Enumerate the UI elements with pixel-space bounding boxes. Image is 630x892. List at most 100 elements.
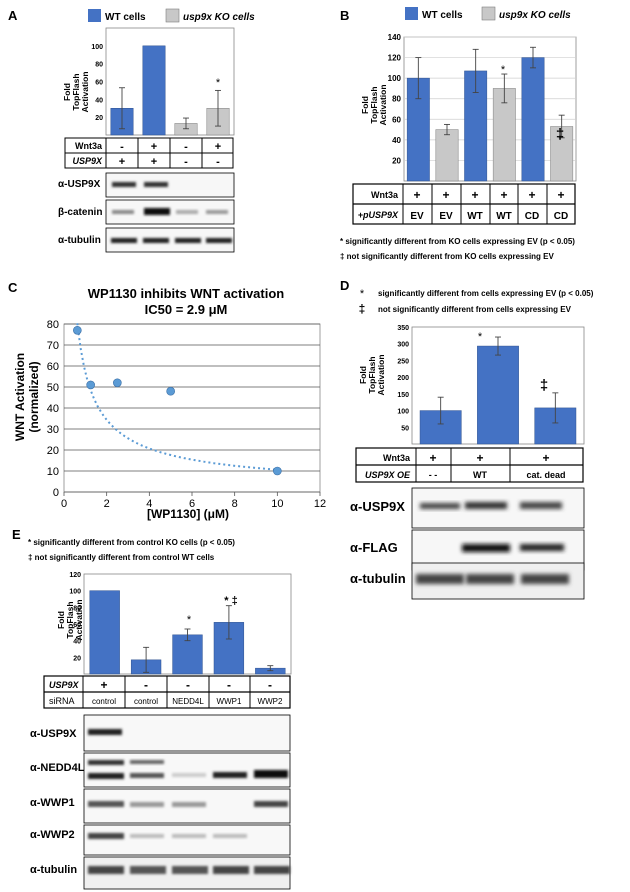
x-tick-label: 2 <box>104 498 110 510</box>
y-tick-label: 150 <box>397 392 409 399</box>
y-tick-label: 40 <box>95 97 103 104</box>
legend-wt-label: WT cells <box>105 12 146 23</box>
chart-d: 50 100 150 200 250 300 350 <box>397 325 585 445</box>
bar <box>172 634 203 675</box>
blot-band <box>130 834 164 838</box>
panel-b: B WT cells usp9x KO cells Fold TopFlash … <box>340 6 577 261</box>
blot-band <box>88 833 124 839</box>
table-row-label-wnt3a: Wnt3a <box>383 453 411 463</box>
significance-dagger: ‡ <box>556 126 564 143</box>
table-cell: + <box>413 188 420 202</box>
legend-ko-swatch <box>481 6 496 21</box>
table-cell: + <box>500 188 507 202</box>
y-tick-label: 80 <box>95 62 103 69</box>
y-tick-label: 350 <box>397 325 409 332</box>
table-row-label-wnt3a: Wnt3a <box>75 141 103 151</box>
bar <box>521 57 545 182</box>
table-row-label-sirna: siRNA <box>49 696 75 706</box>
x-tick-label: 4 <box>146 498 152 510</box>
table-cell: WT <box>473 470 487 480</box>
blot-band <box>144 182 168 187</box>
table-row-label-usp9x: USP9X <box>49 680 80 690</box>
table-cell: + <box>528 188 535 202</box>
trend-line <box>76 323 278 471</box>
blot-band <box>172 866 208 874</box>
table-cell: CD <box>554 211 568 222</box>
table-cell: + <box>429 451 436 465</box>
table-cell: + <box>151 156 157 168</box>
y-axis-label-line3: Activation <box>378 84 388 125</box>
blot-band <box>254 801 288 807</box>
blot-band <box>521 574 569 584</box>
significance-star-dagger: * ‡ <box>224 595 237 607</box>
blot-band <box>520 544 564 551</box>
panel-e-letter: E <box>12 527 21 542</box>
y-tick-label: 120 <box>388 54 402 63</box>
data-point <box>166 386 175 396</box>
plot-area <box>403 36 577 182</box>
table-cell: + <box>119 156 125 168</box>
blot-band <box>206 210 228 214</box>
table-cell: + <box>215 141 221 153</box>
blot-band <box>520 502 562 509</box>
y-tick-label: 200 <box>397 375 409 382</box>
blot-label-flag: α-FLAG <box>350 540 398 555</box>
table-cell: + <box>442 188 449 202</box>
chart-subtitle: IC50 = 2.9 μM <box>145 302 228 317</box>
y-axis-label-line2: TopFlash <box>369 86 379 123</box>
y-tick-label: 100 <box>397 409 409 416</box>
blot-band <box>172 834 206 838</box>
y-tick-label: 50 <box>47 382 59 394</box>
footnote-significant: significantly different from cells expre… <box>378 289 594 298</box>
panel-c: C WP1130 inhibits WNT activation IC50 = … <box>8 280 326 521</box>
footnote-significant: * significantly different from KO cells … <box>340 237 575 246</box>
y-tick-label: 100 <box>91 44 103 51</box>
treatment-table-b: Wnt3a +pUSP9X + + + + + + EV EV WT WT CD… <box>352 183 576 225</box>
blot-band <box>130 760 164 764</box>
y-tick-label: 20 <box>73 655 81 662</box>
footnote-not-significant: ‡ not significantly different from KO ce… <box>340 252 554 261</box>
data-point <box>113 378 122 388</box>
blot-band <box>466 574 514 584</box>
bar <box>142 45 166 136</box>
table-cell: - <box>120 141 124 153</box>
y-axis-label-line1: Fold <box>56 611 66 629</box>
blot-band <box>176 210 198 214</box>
y-tick-label: 30 <box>47 424 59 436</box>
y-axis-label-line1: Fold <box>360 96 370 114</box>
legend-wt-swatch <box>88 9 101 22</box>
blot-label-wwp2: α-WWP2 <box>30 829 75 841</box>
treatment-table-d: Wnt3a USP9X OE + + + - - WT cat. dead <box>355 447 584 483</box>
table-cell: control <box>92 697 116 706</box>
blot-band <box>112 210 134 214</box>
table-cell: - <box>186 678 190 692</box>
x-tick-label: 6 <box>189 498 195 510</box>
y-tick-label: 100 <box>388 74 402 83</box>
significance-dagger: ‡ <box>540 377 548 394</box>
significance-star: * <box>501 64 506 76</box>
table-cell: cat. dead <box>526 470 565 480</box>
data-point <box>273 466 282 476</box>
blot-band <box>213 866 249 874</box>
y-tick-label: 60 <box>73 622 81 629</box>
table-cell: EV <box>410 211 424 222</box>
blot-band <box>465 502 507 509</box>
table-row-label-pusp9x: +pUSP9X <box>358 210 399 220</box>
panel-a: A WT cells usp9x KO cells Fold TopFlash … <box>8 8 255 253</box>
y-tick-label: 60 <box>47 361 59 373</box>
y-tick-label: 120 <box>69 572 81 579</box>
blot-band <box>254 770 288 778</box>
legend-wt-swatch <box>405 7 418 20</box>
panel-d: D * significantly different from cells e… <box>340 278 594 600</box>
blot-label-tubulin: α-tubulin <box>58 235 101 246</box>
blot-label-tubulin: α-tubulin <box>350 571 406 586</box>
chart-a: 20 40 60 80 100 <box>91 27 235 136</box>
blot-band <box>213 772 247 778</box>
chart-b: 20 40 60 80 100 120 140 <box>388 33 577 182</box>
data-point <box>73 325 82 335</box>
western-blots-d: α-USP9X α-FLAG α-tubulin <box>350 487 585 600</box>
table-cell: - <box>184 141 188 153</box>
y-tick-label: 100 <box>69 589 81 596</box>
blot-band <box>88 773 124 779</box>
blot-band <box>175 238 201 243</box>
